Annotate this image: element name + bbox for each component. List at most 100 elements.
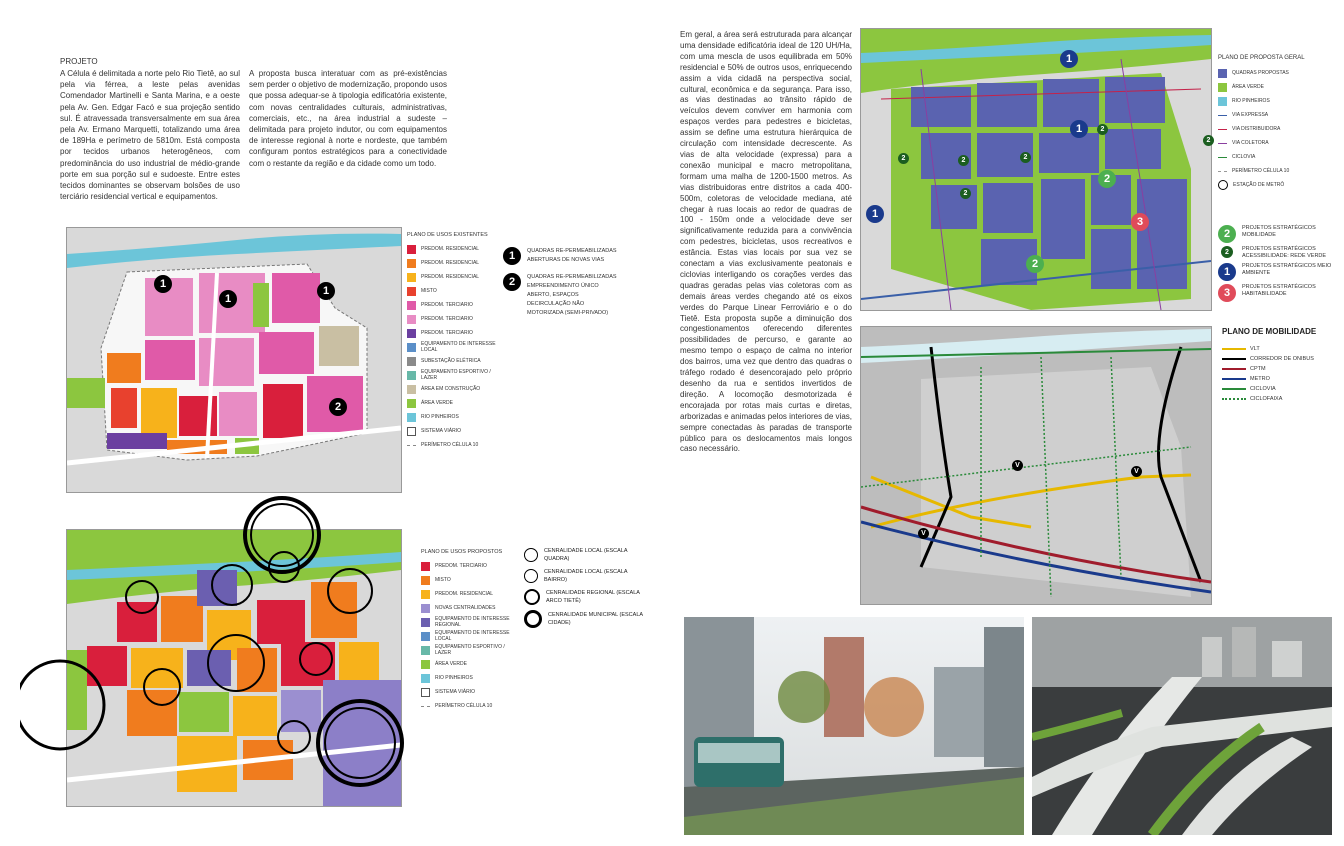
legend-label: CENRALIDADE LOCAL (ESCALA BAIRRO) [544,569,628,583]
legend-label: PROJETOS ESTRATÉGICOS MOBILIDADE [1242,225,1316,238]
legend-label: SISTEMA VIÁRIO [435,689,476,695]
number-badge: 2 [1221,246,1233,258]
number-badge: 2 [503,273,521,291]
legend-label: PREDOM. RESIDENCIAL [435,591,494,597]
legend-title: PLANO DE USOS PROPOSTOS [421,549,503,555]
legend-label: PREDOM. TERCIARIO [421,330,473,336]
map-marker: 2 [898,153,909,164]
existing-numbered-legend: 1 QUADRAS RE-PERMEABILIZADAS ABERTURAS D… [503,247,618,326]
legend-item: CENRALIDADE MUNICIPAL (ESCALA CIDADE) [524,610,644,628]
number-badge: 2 [1218,225,1236,243]
bus-line-icon [1222,358,1246,360]
map-marker: 2 [958,155,969,166]
legend-swatch [407,444,416,446]
legend-swatch [1218,68,1227,78]
legend-label: PREDOM. RESIDENCIAL [421,246,480,252]
map-marker: 1 [1070,120,1088,138]
legend-label: QUADRAS RE-PERMEABILIZADAS ABERTURAS DE … [527,248,617,263]
legend-label: VLT [1250,346,1260,352]
vlt-stop-icon: V [1012,460,1023,471]
train-line-icon [1222,368,1246,370]
legend-swatch [421,645,430,655]
legend-label: PREDOM. TERCIARIO [421,316,473,322]
legend-label: EQUIPAMENTO ESPORTIVO / LAZER [421,369,491,381]
legend-label: EQUIPAMENTO DE INTERESSE REGIONAL [435,616,510,628]
legend-label: CPTM [1250,366,1266,372]
legend-swatch [407,342,416,352]
legend-swatch [1218,142,1227,144]
legend-numbered-item: 3 PROJETOS ESTRATÉGICOS HABITABILIDADE [1218,284,1333,302]
legend-swatch [421,617,430,627]
legend-label: EQUIPAMENTO ESPORTIVO / LAZER [435,644,505,656]
legend-swatch [407,286,416,296]
legend-label: PREDOM. RESIDENCIAL [421,274,480,280]
strategic-projects-legend: 2 PROJETOS ESTRATÉGICOS MOBILIDADE 2 PROJE… [1218,225,1333,305]
map-marker: 1 [866,205,884,223]
legend-label: CENRALIDADE MUNICIPAL (ESCALA CIDADE) [548,612,643,626]
section-heading: PROJETO [60,57,98,66]
legend-swatch [407,258,416,268]
legend-swatch [407,370,416,380]
legend-label: CICLOVIA [1250,386,1276,392]
legend-title: PLANO DE USOS EXISTENTES [407,232,488,238]
legend-swatch [407,300,416,310]
legend-item: CENRALIDADE REGIONAL (ESCALA ARCO TIETÊ) [524,589,644,605]
bike-lane-icon [1222,388,1246,390]
legend-swatch [1218,170,1227,172]
legend-swatch [421,631,430,641]
legend-label: RIO PINHEIROS [421,414,459,420]
legend-label: RIO PINHEIROS [435,675,473,681]
general-plan-legend: PLANO DE PROPOSTA GERAL QUADRAS PROPOSTA… [1218,55,1328,192]
number-badge: 1 [1218,263,1236,281]
legend-label: MISTO [435,577,451,583]
legend-label: NOVAS CENTRALIDADES [435,605,496,611]
map-marker: 2 [1097,124,1108,135]
legend-label: PROJETOS ESTRATÉGICOS MEIO AMBIENTE [1242,263,1332,276]
legend-label: PERÍMETRO CÉLULA 10 [435,703,493,709]
legend-swatch [407,384,416,394]
legend-label: CORREDOR DE ONIBUS [1250,356,1314,362]
mobility-text: Em geral, a área será estruturada para a… [680,30,852,454]
map-marker: 2 [960,188,971,199]
legend-swatch [407,398,416,408]
legend-item: CENRALIDADE LOCAL (ESCALA BAIRRO) [524,568,644,584]
map-marker: 1 [219,290,237,308]
legend-label: EQUIPAMENTO DE INTERESSE LOCAL [421,341,496,353]
legend-swatch [421,575,430,585]
vlt-stop-icon: V [1131,466,1142,477]
centralidades-legend: CENRALIDADE LOCAL (ESCALA QUADRA) CENRAL… [524,547,644,633]
tram-street-render [684,617,1024,835]
metro-line-icon [1222,378,1246,380]
map-marker: 1 [154,275,172,293]
legend-label: METRO [1250,376,1270,382]
legend-label: ESTAÇÃO DE METRÔ [1233,182,1285,188]
map-marker: 2 [329,398,347,416]
legend-swatch [407,412,416,422]
legend-item: CENRALIDADE LOCAL (ESCALA QUADRA) [524,547,644,563]
mobility-plan-map [860,326,1212,605]
legend-label: VIA DISTRIBUIDORA [1232,126,1281,132]
ring-icon [524,548,538,562]
legend-numbered-item: 1 QUADRAS RE-PERMEABILIZADAS ABERTURAS D… [503,247,618,265]
centralidade-rings [20,496,404,787]
legend-numbered-item: 2 QUADRAS RE-PERMEABILIZADAS EMPREENDIME… [503,273,618,318]
legend-label: EQUIPAMENTO DE INTERESSE LOCAL [435,630,510,642]
legend-swatch [421,589,430,599]
existing-uses-legend: PLANO DE USOS EXISTENTES PREDOM. RESIDEN… [407,232,497,452]
map-marker: 2 [1098,170,1116,188]
legend-swatch [407,426,416,436]
legend-swatch [421,687,430,697]
bike-strip-icon [1222,398,1246,400]
legend-label: QUADRAS RE-PERMEABILIZADAS EMPREENDIMENT… [527,274,617,316]
legend-label: MISTO [421,288,437,294]
legend-swatch [1218,96,1227,106]
ring-icon [524,589,540,605]
existing-uses-map [66,227,402,493]
legend-label: PROJETOS ESTRATÉGICOS ACESSIBILIDADE: RE… [1242,246,1327,259]
aerial-render [1032,617,1332,835]
legend-swatch [421,603,430,613]
legend-label: CENRALIDADE LOCAL (ESCALA QUADRA) [544,548,628,562]
legend-label: PERÍMETRO CÉLULA 10 [1232,168,1290,174]
legend-swatch [407,356,416,366]
map-marker: 1 [1060,50,1078,68]
